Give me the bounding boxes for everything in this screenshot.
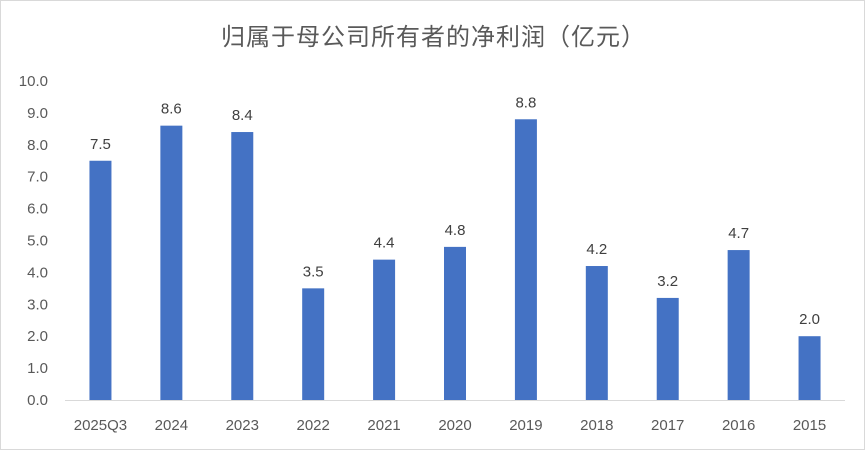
bar-2025Q3 bbox=[89, 160, 112, 400]
y-tick-label: 0.0 bbox=[27, 392, 48, 409]
y-tick-label: 7.0 bbox=[27, 169, 48, 186]
bar-2016 bbox=[727, 250, 750, 400]
data-label: 4.7 bbox=[728, 225, 749, 242]
data-label: 3.5 bbox=[303, 263, 324, 280]
y-tick-label: 10.0 bbox=[19, 73, 48, 90]
bar-2024 bbox=[160, 125, 183, 400]
y-tick-label: 3.0 bbox=[27, 296, 48, 313]
x-tick-label: 2021 bbox=[367, 417, 400, 434]
x-tick-label: 2025Q3 bbox=[74, 417, 127, 434]
data-label: 8.6 bbox=[161, 101, 182, 118]
y-tick-label: 5.0 bbox=[27, 233, 48, 250]
bars-layer bbox=[89, 119, 821, 401]
y-axis: 0.0 1.0 2.0 3.0 4.0 5.0 6.0 7.0 8.0 9.0 10.0 bbox=[19, 73, 48, 409]
chart-title: 归属于母公司所有者的净利润（亿元） bbox=[221, 23, 646, 51]
x-tick-label: 2018 bbox=[580, 417, 613, 434]
bar-2019 bbox=[514, 119, 537, 400]
data-labels-layer: 7.5 8.6 8.4 3.5 4.4 4.8 8.8 4.2 3.2 4.7 2.0 bbox=[90, 94, 820, 328]
x-tick-label: 2022 bbox=[296, 417, 329, 434]
x-tick-label: 2017 bbox=[651, 417, 684, 434]
x-tick-label: 2023 bbox=[226, 417, 259, 434]
data-label: 4.2 bbox=[586, 241, 607, 258]
bar-2015 bbox=[798, 336, 821, 400]
data-label: 2.0 bbox=[799, 311, 820, 328]
x-tick-label: 2024 bbox=[155, 417, 188, 434]
y-tick-label: 6.0 bbox=[27, 201, 48, 218]
bar-2022 bbox=[302, 288, 325, 400]
data-label: 3.2 bbox=[657, 273, 678, 290]
data-label: 4.4 bbox=[374, 235, 395, 252]
y-tick-label: 1.0 bbox=[27, 360, 48, 377]
data-label: 8.8 bbox=[515, 94, 536, 111]
x-tick-label: 2020 bbox=[438, 417, 471, 434]
bar-2017 bbox=[656, 297, 679, 400]
y-tick-label: 8.0 bbox=[27, 137, 48, 154]
x-tick-label: 2019 bbox=[509, 417, 542, 434]
x-tick-label: 2015 bbox=[793, 417, 826, 434]
bar-2021 bbox=[373, 259, 396, 400]
y-tick-label: 9.0 bbox=[27, 105, 48, 122]
data-label: 8.4 bbox=[232, 107, 253, 124]
y-tick-label: 4.0 bbox=[27, 264, 48, 281]
bar-2020 bbox=[444, 246, 466, 400]
x-axis: 2025Q3 2024 2023 2022 2021 2020 2019 2018 2017 20… bbox=[65, 400, 845, 434]
x-tick-label: 2016 bbox=[722, 417, 755, 434]
bar-2023 bbox=[231, 132, 254, 401]
data-label: 7.5 bbox=[90, 136, 111, 153]
bar-2018 bbox=[585, 266, 608, 400]
y-tick-label: 2.0 bbox=[27, 328, 48, 345]
data-label: 4.8 bbox=[445, 222, 466, 239]
